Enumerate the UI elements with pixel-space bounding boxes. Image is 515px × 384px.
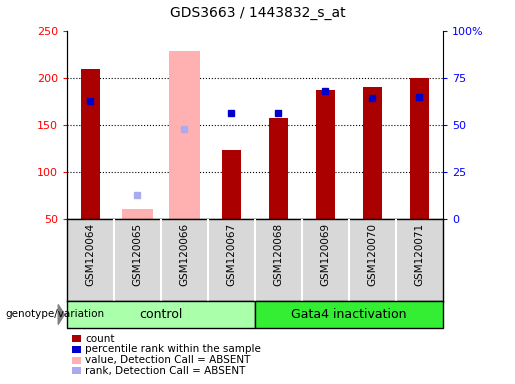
Text: GSM120065: GSM120065 (132, 223, 143, 286)
Text: GSM120070: GSM120070 (367, 223, 377, 286)
Bar (169, 51, 200, 219)
Bar (316, 90, 335, 219)
Bar (222, 150, 241, 219)
Text: GSM120067: GSM120067 (227, 223, 236, 286)
Text: GSM120064: GSM120064 (85, 223, 95, 286)
Text: GSM120068: GSM120068 (273, 223, 283, 286)
Text: percentile rank within the sample: percentile rank within the sample (85, 344, 261, 354)
Text: Gata4 inactivation: Gata4 inactivation (291, 308, 407, 321)
Text: GDS3663 / 1443832_s_at: GDS3663 / 1443832_s_at (169, 6, 346, 20)
Bar (81, 69, 100, 219)
Text: GSM120069: GSM120069 (320, 223, 331, 286)
Bar (67, 301, 255, 328)
Bar (255, 301, 443, 328)
Text: value, Detection Call = ABSENT: value, Detection Call = ABSENT (85, 355, 250, 365)
Bar (122, 210, 153, 219)
Text: rank, Detection Call = ABSENT: rank, Detection Call = ABSENT (85, 366, 245, 376)
Bar (410, 78, 429, 219)
Text: count: count (85, 334, 114, 344)
Text: GSM120071: GSM120071 (415, 223, 424, 286)
Text: GSM120066: GSM120066 (179, 223, 190, 286)
Bar (269, 118, 288, 219)
Bar (363, 87, 382, 219)
Polygon shape (58, 305, 64, 324)
Text: control: control (139, 308, 183, 321)
Text: genotype/variation: genotype/variation (5, 310, 104, 319)
